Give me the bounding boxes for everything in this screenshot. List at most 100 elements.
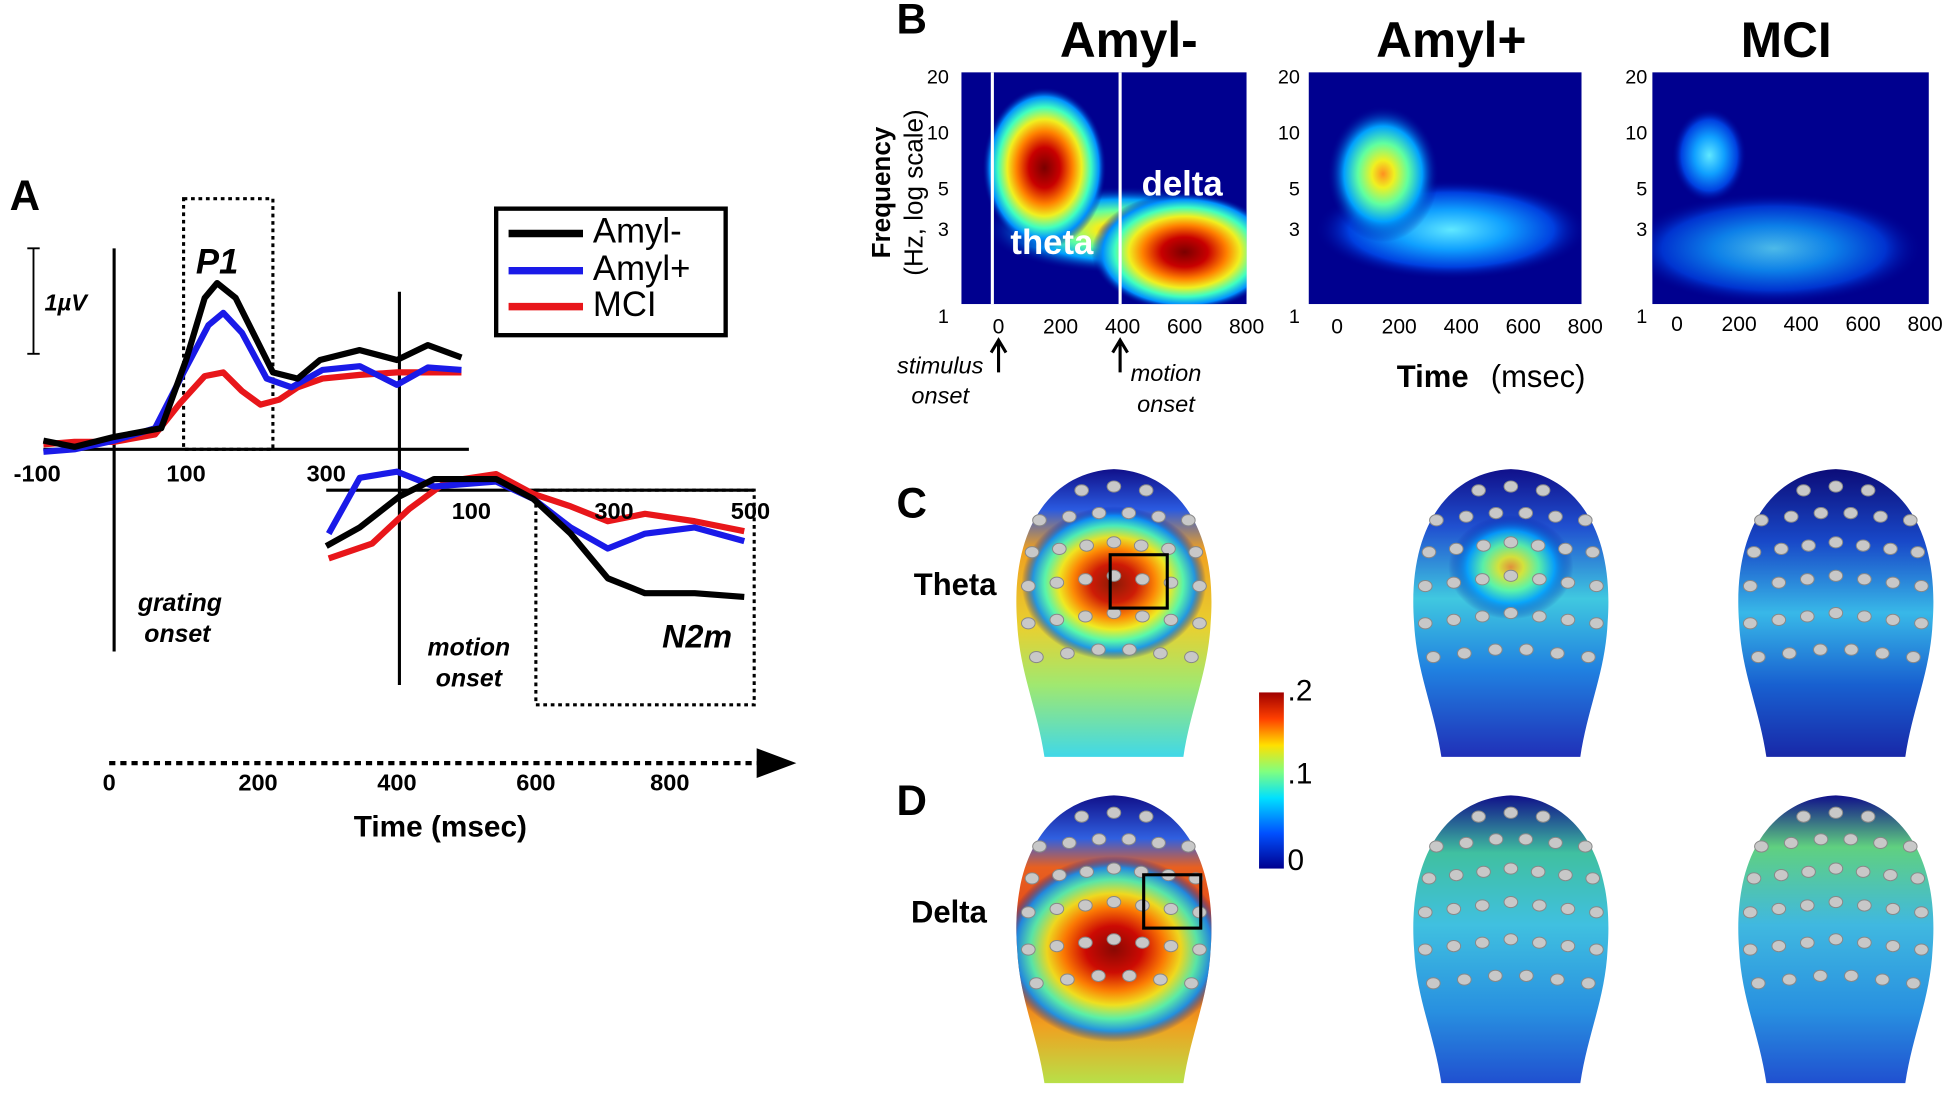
electrode (1503, 895, 1519, 909)
electrode (1032, 514, 1047, 527)
electrode (1532, 899, 1547, 912)
electrode (1577, 514, 1593, 527)
electrode (1079, 865, 1094, 878)
electrode (1426, 977, 1441, 990)
electrode (1742, 580, 1758, 593)
tick-label: 300 (594, 498, 633, 524)
electrode (1457, 973, 1472, 986)
electrode (1530, 865, 1546, 878)
electrode (1135, 573, 1150, 586)
heat-blob (1327, 105, 1439, 243)
electrode (1488, 643, 1503, 656)
electrode (1828, 806, 1844, 819)
electrode (1914, 580, 1929, 593)
tick-label: 400 (1444, 315, 1479, 338)
electrode (1589, 617, 1604, 630)
electrode (1138, 810, 1154, 823)
legend-label: MCI (593, 286, 657, 324)
electrode (1914, 943, 1929, 956)
axis-label: (Hz, log scale) (898, 109, 928, 275)
onset-label: motion (1131, 360, 1202, 386)
electrode (1078, 936, 1093, 949)
electrode (1581, 977, 1596, 990)
electrode (1163, 902, 1179, 915)
electrode (1910, 872, 1926, 885)
electrode (1052, 869, 1067, 882)
electrode (1021, 580, 1036, 593)
tick-label: 600 (516, 769, 555, 795)
electrode (1844, 643, 1859, 656)
electrode (1773, 542, 1789, 555)
tick-label: 400 (1105, 315, 1140, 338)
electrode (1503, 569, 1519, 582)
electrode (1446, 613, 1462, 626)
electrode (1192, 617, 1207, 630)
electrode (1530, 539, 1546, 552)
roi-box (1142, 873, 1203, 930)
tick-label: 0 (1671, 313, 1683, 336)
electrode (1181, 840, 1196, 853)
tick-label: 600 (1506, 315, 1541, 338)
electrode (1828, 536, 1844, 549)
electrode (1902, 840, 1918, 853)
heat-blob (1091, 192, 1247, 305)
electrode (1581, 650, 1596, 664)
tick-label: 10 (1278, 122, 1300, 144)
electrode (1049, 940, 1065, 953)
electrode (1151, 510, 1166, 523)
electrode (1426, 650, 1441, 664)
electrode (1151, 836, 1166, 849)
electrode (1532, 610, 1547, 623)
electrode (1184, 650, 1199, 664)
electrode (1558, 542, 1573, 555)
electrode (1813, 643, 1828, 656)
heat-blob (1652, 192, 1923, 305)
tick-label: 3 (1636, 219, 1647, 241)
electrode (1828, 480, 1844, 493)
electrode (1560, 940, 1576, 953)
electrode (1875, 973, 1890, 986)
electrode (1021, 943, 1036, 956)
electrode (1021, 617, 1036, 630)
electrode (1560, 576, 1576, 589)
onset-label: onset (144, 621, 212, 648)
electrode (1448, 542, 1464, 555)
electrode (1813, 833, 1829, 846)
electrode (1796, 810, 1811, 823)
scalp-blob (1021, 506, 1207, 661)
electrode (1029, 977, 1044, 990)
tick-label: 1 (1289, 306, 1300, 328)
heatmap (961, 72, 1247, 305)
electrode (1773, 869, 1789, 882)
electrode (1074, 484, 1089, 497)
electrode (1855, 865, 1871, 878)
electrode (1122, 969, 1137, 982)
electrode (1133, 539, 1149, 552)
electrode (1857, 610, 1872, 623)
electrode (1843, 507, 1859, 520)
head (1413, 469, 1609, 757)
tick-label: 3 (1289, 219, 1300, 241)
electrode (1750, 650, 1766, 664)
row-label: Delta (911, 895, 988, 930)
tick-label: 800 (1568, 315, 1603, 338)
electrode (1106, 895, 1122, 909)
tick-label: 800 (1229, 315, 1264, 338)
tick-label: 3 (938, 219, 949, 241)
tick-label: 300 (307, 461, 346, 487)
tick-label: -100 (14, 461, 61, 487)
axis-label: (msec) (1491, 359, 1586, 394)
electrode (1032, 840, 1047, 853)
heat-blob (1672, 108, 1747, 203)
tick-label: 5 (1636, 178, 1647, 200)
electrode (1049, 576, 1065, 589)
electrode (1503, 933, 1519, 946)
electrode (1746, 546, 1762, 559)
electrode (1801, 865, 1816, 878)
electrode (1548, 836, 1563, 849)
electrode (1121, 507, 1137, 520)
heatmap (1308, 72, 1582, 305)
electrode (1476, 539, 1491, 552)
